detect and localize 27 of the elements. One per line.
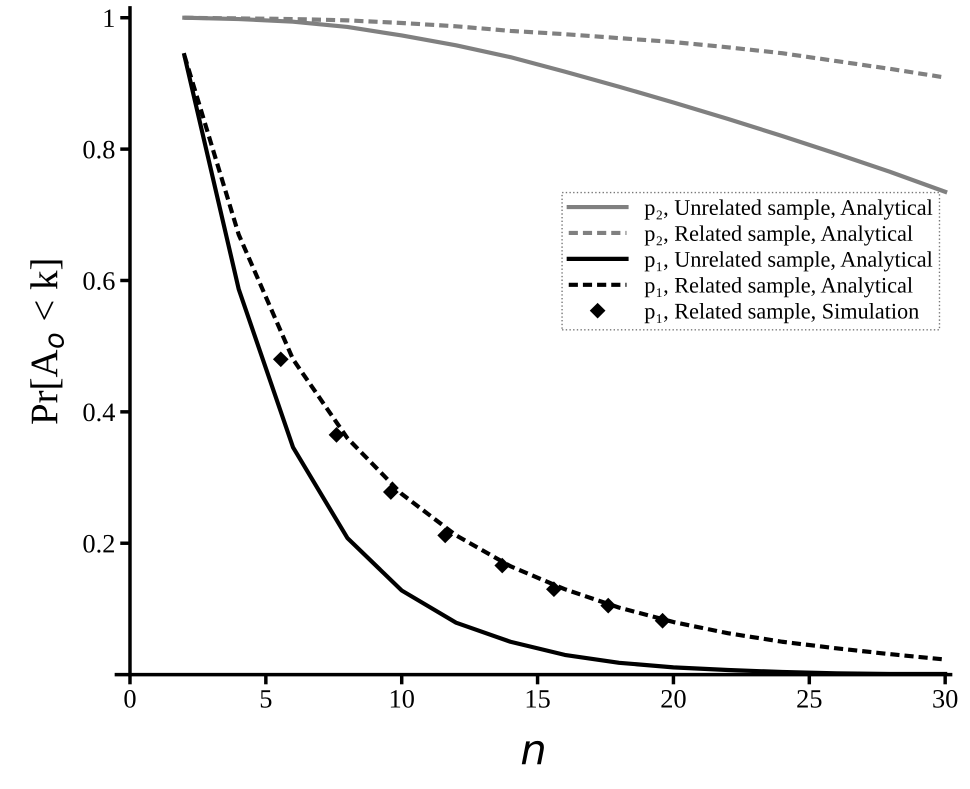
y-tick-label: 0.2 <box>83 534 114 553</box>
legend-label: p₁, Unrelated sample, Analytical <box>644 251 932 272</box>
x-tick-label: 25 <box>797 690 822 708</box>
point <box>655 613 670 628</box>
y-tick-label: 0.4 <box>83 403 115 422</box>
x-tick-label: 5 <box>260 690 272 708</box>
x-axis-title: n <box>522 740 544 764</box>
legend-label: p₁, Related sample, Analytical <box>644 277 913 298</box>
y-tick-label: 1 <box>104 9 114 27</box>
point <box>438 528 453 543</box>
x-tick-label: 20 <box>661 690 686 708</box>
legend-label: p₂, Related sample, Analytical <box>644 225 913 246</box>
legend-label: p₂, Unrelated sample, Analytical <box>644 199 932 220</box>
x-tick-label: 0 <box>124 690 136 708</box>
point <box>494 558 510 574</box>
x-tick-label: 30 <box>933 690 958 708</box>
point <box>383 484 398 500</box>
point <box>546 582 562 597</box>
x-tick-label: 15 <box>526 690 550 708</box>
y-axis-title: Pr[A$_{o}$ < k] <box>30 260 64 424</box>
y-tick-label: 0.6 <box>83 272 115 290</box>
point <box>600 598 616 614</box>
point <box>328 427 344 442</box>
x-tick-label: 10 <box>390 690 414 708</box>
point <box>273 352 288 367</box>
y-tick-label: 0.8 <box>83 140 114 159</box>
legend-label: p₁, Related sample, Simulation <box>644 303 919 324</box>
